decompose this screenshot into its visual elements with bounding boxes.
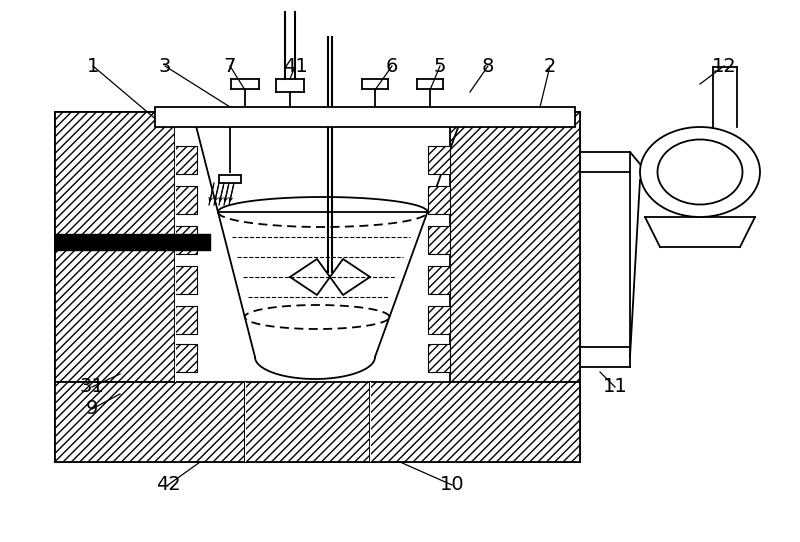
Bar [428,266,450,294]
Bar [245,382,370,462]
Text: 6: 6 [386,56,398,75]
Text: 2: 2 [544,56,556,75]
Bar [428,186,450,214]
Text: 10: 10 [440,475,464,494]
Text: 12: 12 [712,56,736,75]
Text: 41: 41 [282,56,307,75]
Bar [219,175,241,183]
Text: 7: 7 [224,56,236,75]
Bar [175,186,197,214]
Bar [175,122,176,382]
Text: 11: 11 [602,377,627,397]
Text: 3: 3 [159,56,171,75]
Text: 31: 31 [80,377,104,397]
Text: 1: 1 [87,56,99,75]
Bar [175,344,197,372]
Bar [155,107,575,127]
Bar [55,112,175,382]
Bar [175,226,197,254]
Bar [428,226,450,254]
Ellipse shape [640,127,760,217]
Text: 8: 8 [482,56,494,75]
Bar [428,146,450,174]
Text: 5: 5 [434,56,446,75]
Bar [175,266,197,294]
Bar [245,382,246,462]
Bar [175,146,197,174]
Ellipse shape [658,139,742,204]
Bar [428,344,450,372]
Bar [428,306,450,334]
Bar [450,112,580,382]
Text: 42: 42 [156,475,180,494]
Bar [370,382,371,462]
Bar [370,382,580,462]
Bar [55,382,245,462]
Text: 9: 9 [86,399,98,418]
Bar [175,306,197,334]
